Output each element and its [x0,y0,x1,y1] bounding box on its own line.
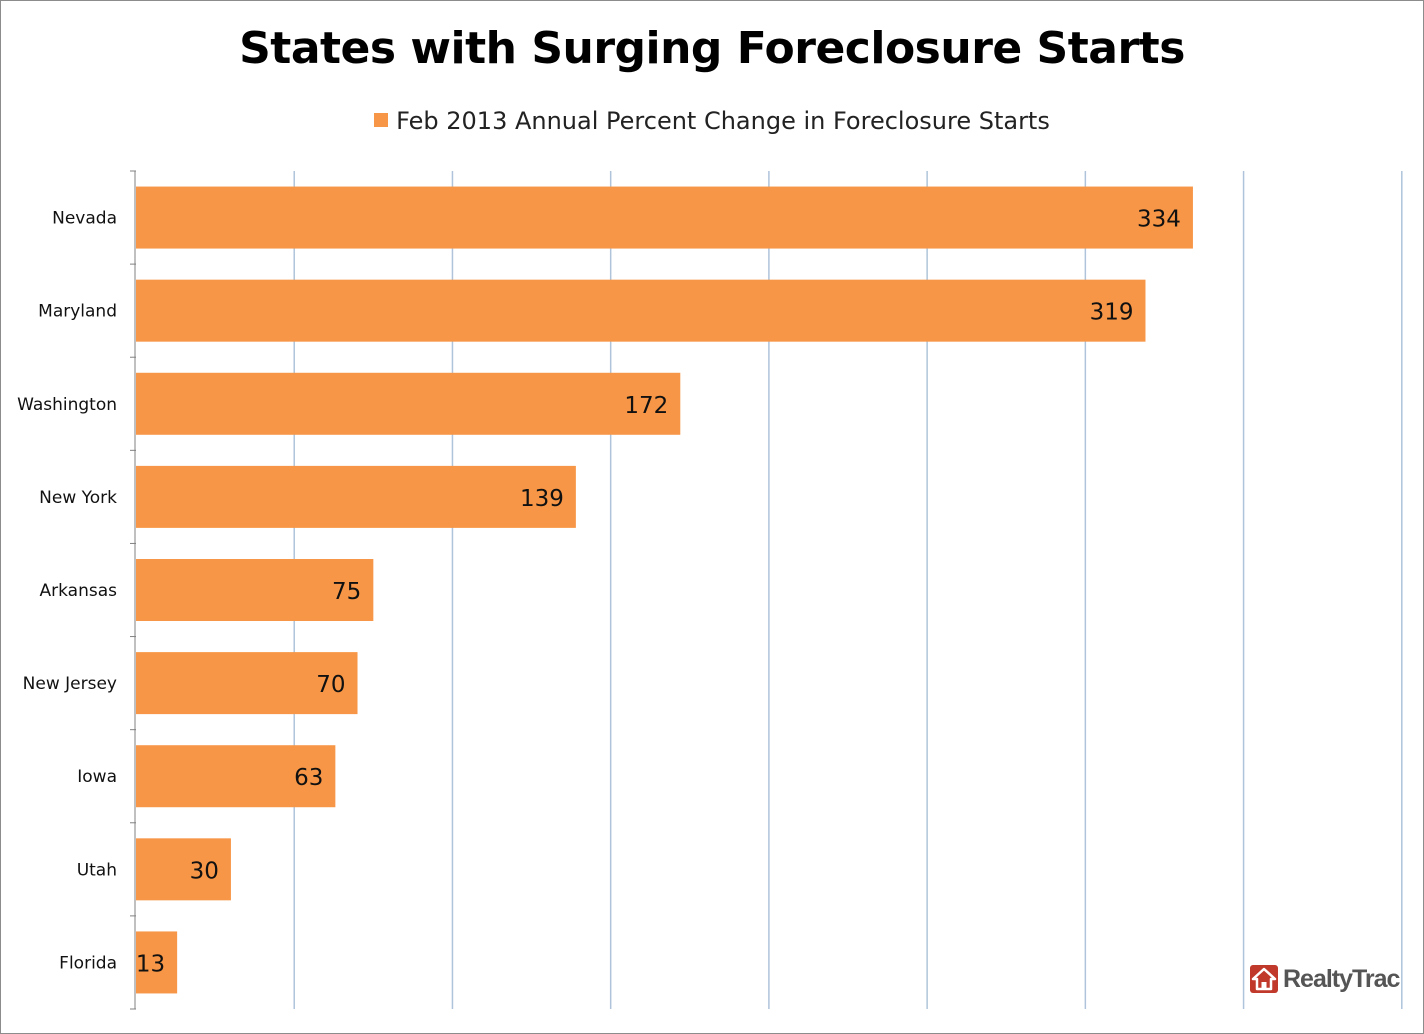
category-label: Nevada [52,209,117,229]
category-label: Utah [77,860,117,880]
data-label: 75 [332,579,361,605]
chart-title: States with Surging Foreclosure Starts [239,23,1185,74]
bar [136,745,336,808]
data-label: 13 [136,951,165,977]
category-label: Maryland [38,302,117,322]
bar [136,186,1193,249]
legend-label: Feb 2013 Annual Percent Change in Forecl… [396,107,1050,135]
realtytrac-logo: RealtyTrac [1249,964,1400,994]
data-label: 334 [1137,207,1181,233]
bar [136,931,178,994]
category-label: Washington [17,395,117,415]
bar [136,372,681,435]
data-label: 30 [190,858,219,884]
bar [136,465,576,528]
data-label: 319 [1090,300,1134,326]
category-label: Arkansas [40,581,118,601]
logo-text: RealtyTrac [1283,964,1400,993]
category-label: New Jersey [23,674,117,694]
category-label: Iowa [77,767,117,787]
bar [136,279,1146,342]
category-label: New York [39,488,117,508]
bar [136,559,374,621]
legend: Feb 2013 Annual Percent Change in Forecl… [1,107,1423,135]
data-label: 70 [316,672,345,698]
bar [136,652,358,715]
bar [136,838,231,901]
data-label: 63 [294,765,323,791]
data-label: 172 [624,393,668,419]
legend-swatch [374,113,389,127]
house-icon [1250,965,1278,993]
category-label: Florida [59,953,117,973]
data-label: 139 [520,486,564,512]
